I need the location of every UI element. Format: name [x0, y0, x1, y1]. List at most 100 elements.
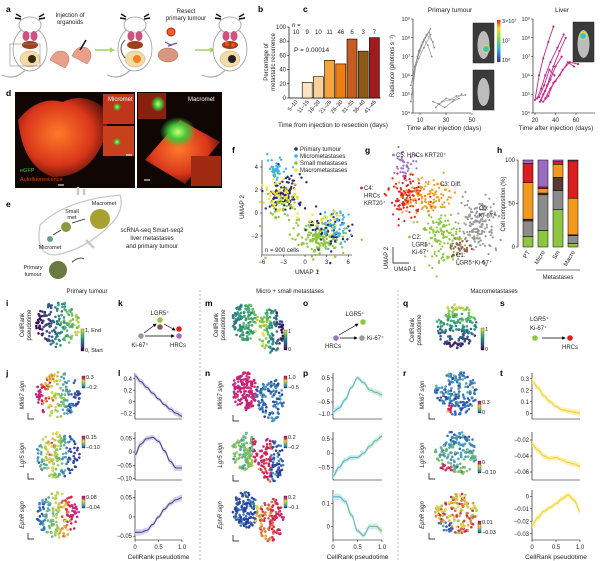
- cell-point: [39, 463, 43, 467]
- cell-point: [447, 256, 451, 259]
- cell-point: [67, 440, 71, 444]
- cell-point: [454, 306, 458, 310]
- cell-point: [435, 384, 438, 388]
- cell-point: [415, 209, 418, 212]
- data-point: [554, 79, 557, 83]
- cell-point: [260, 398, 264, 402]
- cell-point: [239, 447, 243, 451]
- cell-point: [405, 209, 408, 213]
- cell-point: [266, 192, 270, 196]
- cell-point: [278, 506, 282, 510]
- cell-point: [259, 316, 263, 320]
- cell-point: [436, 325, 440, 329]
- cell-point: [442, 400, 445, 403]
- cell-point: [47, 440, 50, 444]
- cell-point: [36, 459, 40, 463]
- cell-point: [63, 525, 66, 528]
- cell-point: [270, 527, 274, 531]
- cell-point: [262, 527, 266, 531]
- y-tick-label: 10⁶: [402, 72, 410, 79]
- cell-point: [290, 195, 294, 199]
- panel-label-o: o: [303, 298, 308, 308]
- cell-point: [456, 401, 459, 404]
- cell-point: [443, 388, 446, 392]
- cell-point: [466, 199, 470, 203]
- cell-point: [70, 334, 74, 338]
- cell-point: [47, 406, 51, 409]
- trend-line: [531, 494, 581, 526]
- cell-point: [54, 528, 58, 531]
- cell-point: [468, 244, 471, 247]
- lgr5-node: [157, 317, 163, 323]
- cell-point: [438, 517, 441, 520]
- cell-point: [431, 255, 434, 258]
- tumour: [28, 55, 36, 63]
- cell-point: [432, 209, 435, 212]
- arrow-icon: [52, 218, 86, 263]
- cell-point: [63, 434, 67, 438]
- cell-point: [327, 247, 330, 251]
- cell-point: [59, 436, 63, 440]
- signature-embedding-mki67-primary: [34, 371, 82, 419]
- cell-point: [449, 392, 452, 396]
- cell-point: [453, 377, 457, 381]
- cell-point: [454, 492, 458, 496]
- cell-point: [452, 517, 456, 521]
- cell-point: [425, 206, 429, 209]
- cell-point: [48, 304, 52, 308]
- cell-point: [244, 325, 248, 329]
- cell-point: [299, 201, 302, 204]
- cell-point: [44, 456, 48, 459]
- n-label: n =: [292, 23, 301, 29]
- data-point: [449, 98, 451, 101]
- cell-point: [293, 198, 296, 201]
- cell-point: [244, 520, 248, 524]
- cell-point: [440, 230, 444, 233]
- cell-point: [69, 403, 73, 407]
- cell-point: [266, 508, 270, 511]
- cell-point: [456, 243, 459, 246]
- bar-segment-C0: [522, 220, 534, 237]
- x-tick-label: 30: [443, 118, 450, 124]
- cell-point: [466, 391, 469, 394]
- cell-point: [481, 260, 485, 263]
- cell-point: [269, 346, 272, 350]
- data-point: [543, 84, 546, 87]
- cell-point: [75, 326, 79, 329]
- cell-point: [249, 464, 253, 468]
- y-tick-label: 0.05: [120, 496, 132, 502]
- cell-point: [383, 192, 386, 196]
- cell-point: [271, 213, 274, 216]
- bar-segment-C4: [522, 163, 534, 183]
- cell-point: [291, 179, 294, 182]
- cell-point: [63, 474, 67, 478]
- cell-point: [268, 524, 272, 528]
- cell-point: [275, 402, 279, 406]
- data-point: [542, 57, 545, 60]
- cell-point: [320, 238, 323, 241]
- cell-point: [58, 502, 61, 505]
- cell-point: [437, 218, 440, 221]
- cell-point: [443, 342, 446, 345]
- cell-point: [68, 321, 71, 324]
- arrow-icon: [195, 47, 216, 53]
- cell-point: [303, 207, 307, 210]
- cell-point: [483, 262, 486, 265]
- cell-point: [462, 371, 466, 375]
- cell-point: [253, 399, 256, 402]
- cluster-label: LGR5⁺Ki-67⁺: [456, 260, 492, 267]
- x-tick-label: Micro: [534, 249, 547, 265]
- hrcs-label: HRCs: [562, 345, 578, 351]
- cell-point: [285, 195, 289, 198]
- cell-point: [445, 235, 448, 238]
- cell-point: [323, 214, 326, 218]
- cell-point: [437, 318, 441, 322]
- cell-point: [314, 230, 318, 234]
- cell-point: [261, 388, 265, 391]
- cell-point: [73, 446, 76, 450]
- cell-point: [297, 243, 300, 247]
- x-tick-label: 50: [469, 118, 476, 124]
- cell-point: [55, 342, 59, 346]
- cell-point: [332, 246, 336, 250]
- y-axis-label: Cell composition (%): [501, 176, 507, 231]
